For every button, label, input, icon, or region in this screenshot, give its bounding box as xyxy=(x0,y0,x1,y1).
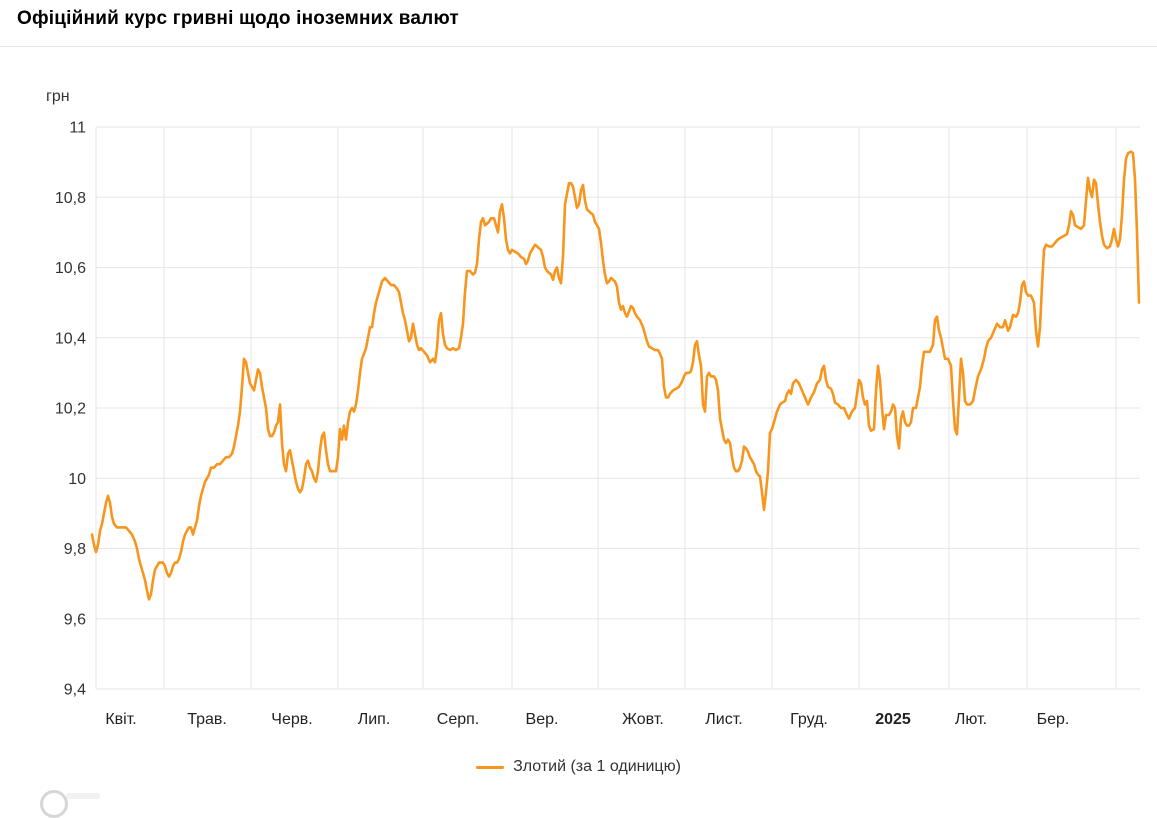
page-title: Офіційний курс гривні щодо іноземних вал… xyxy=(17,8,459,29)
y-axis-tick-label: 11 xyxy=(69,120,86,137)
series-line-zloty[interactable] xyxy=(90,150,1141,601)
title-divider xyxy=(0,46,1157,47)
x-axis-month-label: Жовт. xyxy=(622,711,664,728)
y-axis-tick-label: 10,4 xyxy=(55,330,86,347)
x-axis-month-label: Трав. xyxy=(187,711,227,728)
y-axis-tick-label: 10,6 xyxy=(55,260,86,277)
x-axis-month-label: Вер. xyxy=(526,711,559,728)
x-axis-month-label: Лист. xyxy=(705,711,742,728)
y-axis-tick-label: 9,6 xyxy=(64,611,86,628)
x-axis-month-label: 2025 xyxy=(875,711,911,728)
legend-series-label: Злотий (за 1 одиницю) xyxy=(513,758,681,775)
y-axis-tick-label: 9,4 xyxy=(64,682,86,699)
chart-legend[interactable]: Злотий (за 1 одиницю) xyxy=(0,758,1157,776)
x-axis-month-label: Серп. xyxy=(437,711,479,728)
x-axis-month-label: Лют. xyxy=(955,711,987,728)
y-axis-tick-label: 10,2 xyxy=(55,401,86,418)
watermark-text-partial xyxy=(66,793,100,799)
legend-line-swatch xyxy=(476,765,505,769)
x-axis-month-label: Квіт. xyxy=(105,711,136,728)
y-axis-unit-label: грн xyxy=(46,88,70,105)
y-axis-tick-label: 10 xyxy=(68,471,86,488)
x-axis-month-label: Лип. xyxy=(358,711,391,728)
watermark-logo-partial xyxy=(40,790,68,818)
exchange-rate-chart-plot-area[interactable]: 11 10,8 10,6 10,4 10,2 10 9,8 9,6 9,4 грн Квіт. Тра… xyxy=(0,0,1157,797)
x-axis-month-label: Бер. xyxy=(1037,711,1070,728)
y-axis-tick-label: 9,8 xyxy=(64,541,86,558)
x-axis-month-label: Черв. xyxy=(271,711,312,728)
x-axis-month-label: Груд. xyxy=(790,711,828,728)
y-axis-tick-label: 10,8 xyxy=(55,190,86,207)
